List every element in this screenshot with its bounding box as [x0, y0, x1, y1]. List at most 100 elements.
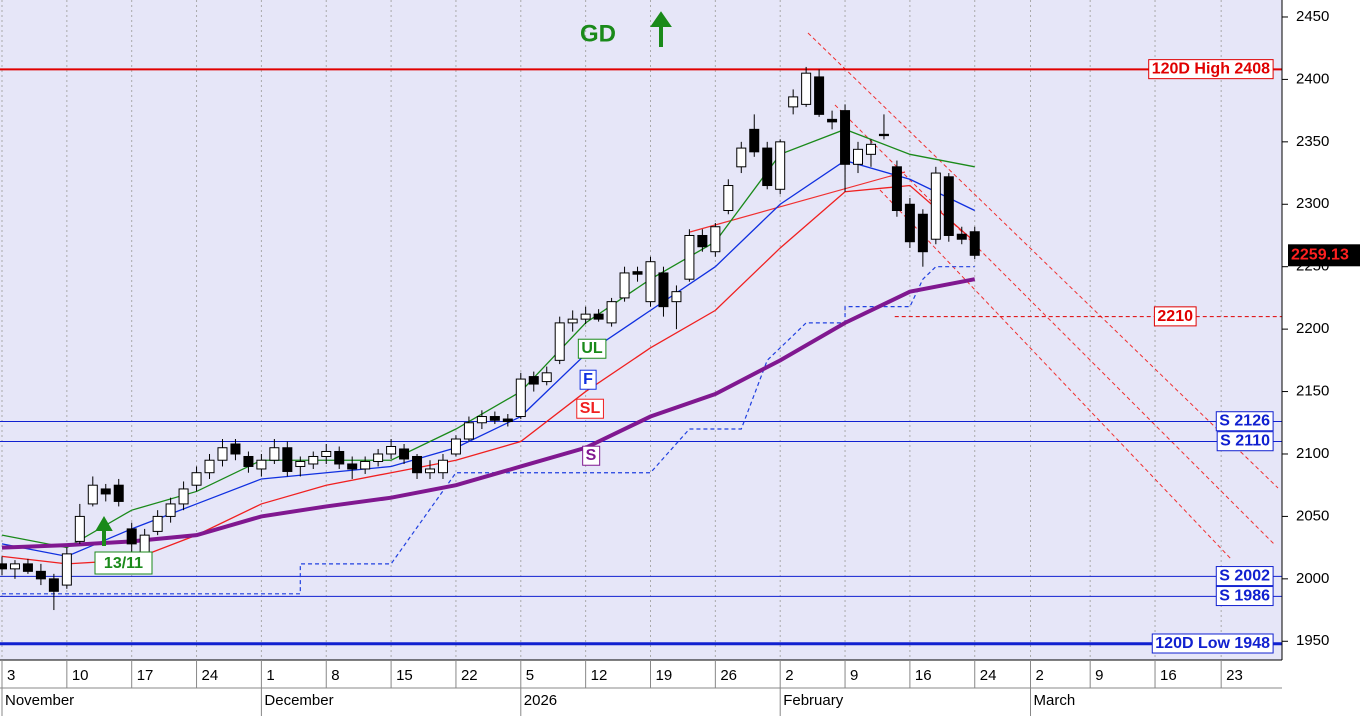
candle-body — [658, 272, 669, 308]
x-tick-label: 22 — [461, 667, 478, 684]
candle-body — [632, 271, 643, 275]
month-label: 2026 — [524, 692, 557, 709]
candle-body — [321, 450, 332, 457]
candle-body — [904, 203, 915, 243]
signal-label: GD — [580, 20, 616, 47]
candle-body — [269, 447, 280, 461]
candle-body — [386, 445, 397, 455]
x-tick-label: 9 — [850, 667, 858, 684]
trailing-support — [1, 266, 975, 595]
trend-channel — [807, 32, 1279, 561]
candle-body — [891, 166, 902, 212]
y-axis-area — [1282, 0, 1360, 660]
candle-body — [515, 378, 526, 418]
y-tick-label: 2450 — [1296, 8, 1329, 25]
candle-body — [814, 76, 825, 115]
x-tick-label: 24 — [980, 667, 997, 684]
candle-body — [87, 484, 98, 505]
annotation-box — [94, 551, 153, 575]
level-label-box — [1216, 431, 1274, 452]
x-tick-label: 16 — [1160, 667, 1177, 684]
candle-body — [22, 563, 33, 572]
candle-body — [619, 272, 630, 299]
level-label: 2210 — [1157, 308, 1193, 325]
candle-body — [61, 553, 72, 586]
candle-body — [580, 313, 591, 320]
x-tick-label: 23 — [1226, 667, 1243, 684]
candle-body — [528, 376, 539, 385]
candle-body — [749, 128, 760, 153]
month-label: December — [264, 692, 333, 709]
candle-body — [360, 460, 371, 470]
level-label: S 1986 — [1219, 588, 1270, 605]
candle-body — [204, 459, 215, 474]
candle-body — [9, 563, 20, 570]
x-tick-label: 2 — [1036, 667, 1044, 684]
candle-body — [567, 318, 578, 324]
month-label: November — [5, 692, 74, 709]
x-tick-label: 2 — [785, 667, 793, 684]
series-label: F — [583, 371, 593, 388]
x-tick-label: 26 — [720, 667, 737, 684]
candle-body — [256, 459, 267, 470]
moving-average — [1, 128, 975, 549]
moving-average — [1, 159, 976, 558]
y-tick-label: 2300 — [1296, 195, 1329, 212]
last-price-box — [1288, 244, 1360, 267]
moving-average — [1, 184, 976, 565]
up-arrow — [650, 11, 672, 47]
x-tick-label: 17 — [137, 667, 154, 684]
candle-body — [593, 313, 604, 320]
y-tick-label: 2350 — [1296, 133, 1329, 150]
channel-line — [879, 189, 1233, 561]
candle-body — [126, 528, 137, 545]
candle-body — [399, 448, 410, 460]
candle-body — [74, 515, 85, 542]
x-tick-label: 10 — [72, 667, 89, 684]
candle-body — [645, 261, 656, 303]
series-label-box — [576, 398, 604, 419]
candle-body — [865, 143, 876, 155]
x-tick-label: 3 — [7, 667, 15, 684]
candle-body — [762, 147, 773, 187]
candle-body — [100, 488, 111, 495]
candle-body — [178, 488, 189, 505]
candle-body — [775, 141, 786, 190]
candle-body — [489, 416, 500, 421]
up-arrow — [95, 516, 113, 546]
y-tick-label: 2400 — [1296, 70, 1329, 87]
x-tick-label: 8 — [331, 667, 339, 684]
annotation: 13/11 — [104, 555, 143, 572]
moving-average — [1, 277, 976, 550]
candle-body — [191, 472, 202, 486]
x-tick-label: 9 — [1095, 667, 1103, 684]
candle-body — [956, 233, 967, 240]
candle-body — [165, 503, 176, 517]
candle-body — [697, 234, 708, 248]
candle-body — [788, 96, 799, 108]
candle-body — [684, 234, 695, 280]
candle-body — [373, 453, 384, 462]
level-label: S 2110 — [1220, 433, 1270, 450]
plot-background — [0, 0, 1282, 660]
level-label-box — [1215, 586, 1274, 607]
candle-body — [308, 455, 319, 465]
candle-body — [502, 418, 513, 423]
candle-body — [878, 133, 889, 137]
candle-body — [217, 447, 228, 461]
candle-body — [827, 118, 838, 123]
candle-body — [554, 322, 565, 361]
candle-body — [230, 443, 241, 455]
candle-body — [917, 213, 928, 253]
level-label: S 2126 — [1219, 413, 1270, 430]
level-label: 120D High 2408 — [1152, 61, 1270, 78]
candle-body — [295, 460, 306, 467]
candle-body — [710, 226, 721, 253]
candle-body — [334, 450, 345, 465]
series-label: S — [586, 447, 597, 464]
candle-body — [736, 147, 747, 168]
candle-body — [853, 148, 864, 165]
channel-line — [834, 104, 1276, 546]
candle-body — [282, 447, 293, 472]
